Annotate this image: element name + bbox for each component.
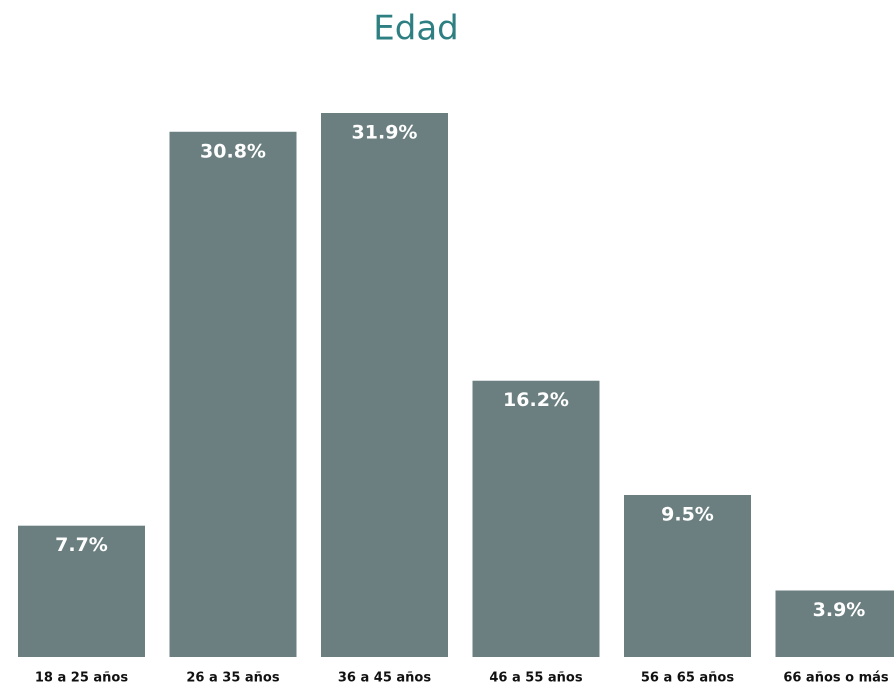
x-tick-label: 66 años o más — [783, 671, 889, 686]
value-label: 30.8% — [200, 140, 266, 162]
x-tick-label: 56 a 65 años — [641, 671, 734, 686]
bar — [169, 131, 297, 658]
bar — [624, 494, 751, 657]
value-label: 7.7% — [55, 534, 108, 556]
chart-title: Edad — [373, 9, 458, 49]
x-tick-label: 36 a 45 años — [338, 671, 431, 686]
bar — [775, 590, 894, 657]
x-tick-label: 26 a 35 años — [186, 671, 279, 686]
bar — [321, 113, 448, 657]
x-tick-label: 46 a 55 años — [489, 671, 582, 686]
value-label: 9.5% — [661, 503, 714, 525]
value-label: 16.2% — [503, 389, 569, 411]
x-tick-label: 18 a 25 años — [35, 671, 128, 686]
value-label: 31.9% — [352, 122, 418, 144]
value-label: 3.9% — [813, 599, 866, 621]
bar — [18, 525, 145, 657]
bar — [472, 380, 600, 657]
